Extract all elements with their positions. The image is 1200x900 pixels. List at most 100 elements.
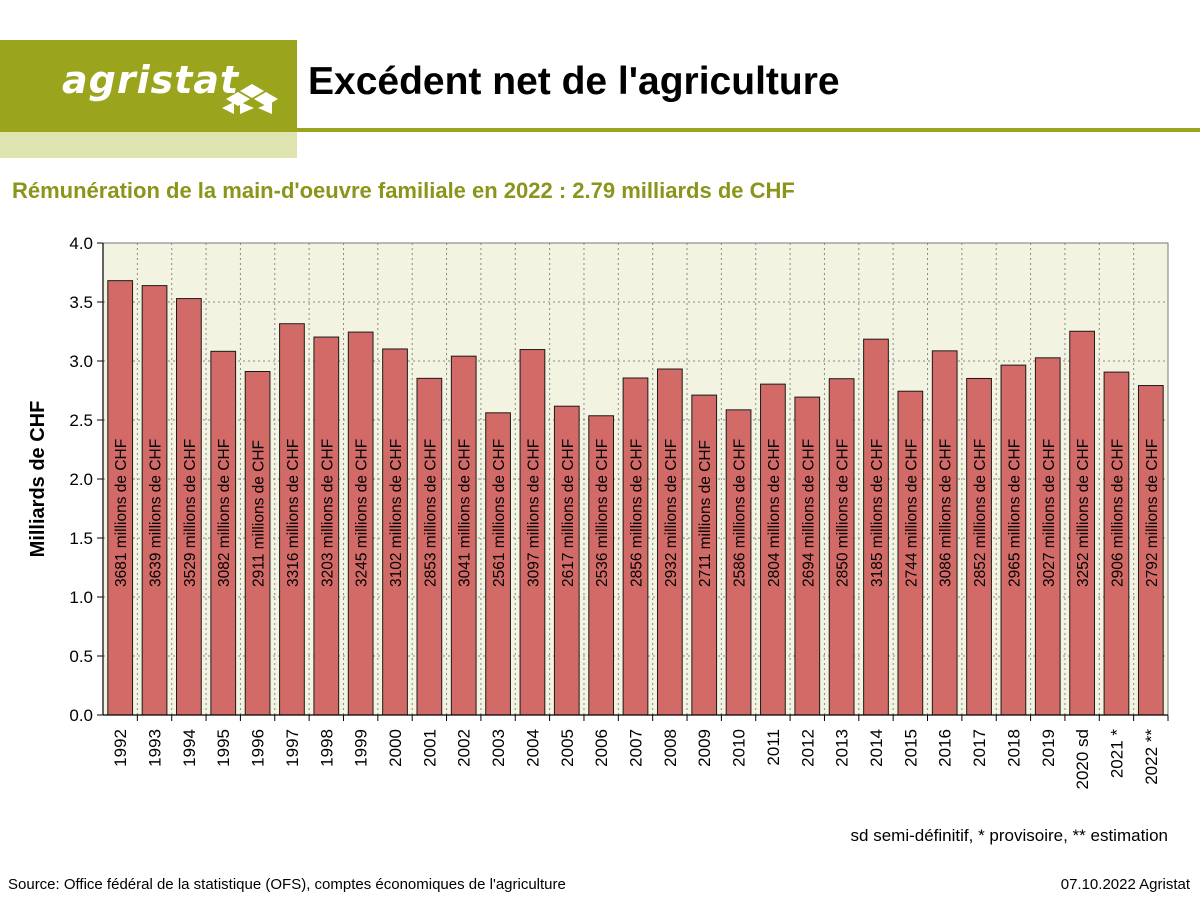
bar-data-label: 2536 millions de CHF (594, 439, 611, 587)
bar (656, 368, 683, 716)
x-tick-label: 1998 (317, 729, 336, 767)
x-tick-label: 2004 (523, 729, 542, 767)
bar (1069, 330, 1095, 716)
bar-data-label: 3681 millions de CHF (113, 439, 130, 587)
publication-date: 07.10.2022 Agristat (1060, 876, 1190, 893)
x-tick-label: 2022 ** (1142, 729, 1161, 785)
bar (622, 377, 649, 716)
title-rule (297, 128, 1200, 132)
x-tick-label: 2015 (901, 729, 920, 767)
agristat-logo: agristat (62, 58, 240, 102)
x-tick-label: 2013 (833, 729, 852, 767)
bar (244, 371, 271, 716)
bar-data-label: 2744 millions de CHF (903, 439, 920, 587)
x-tick-label: 2002 (455, 729, 474, 767)
x-tick-label: 2019 (1039, 729, 1058, 767)
x-tick-label: 2003 (489, 729, 508, 767)
x-tick-label: 2008 (661, 729, 680, 767)
x-tick-label: 2021 * (1107, 729, 1126, 779)
y-tick-label: 1.0 (69, 588, 93, 607)
chart-subtitle: Rémunération de la main-d'oeuvre familia… (12, 178, 795, 203)
y-tick-label: 2.5 (69, 411, 93, 430)
y-tick-label: 3.5 (69, 293, 93, 312)
x-tick-label: 2014 (867, 729, 886, 767)
chart-footnote: sd semi-définitif, * provisoire, ** esti… (850, 826, 1168, 845)
x-tick-label: 2000 (386, 729, 405, 767)
bar (863, 338, 889, 716)
x-tick-label: 2007 (627, 729, 646, 767)
bar-data-label: 3245 millions de CHF (354, 439, 371, 587)
x-tick-label: 2016 (936, 729, 955, 767)
y-tick-label: 1.5 (69, 529, 93, 548)
bar-data-label: 3102 millions de CHF (388, 439, 405, 587)
logo-banner (0, 40, 297, 132)
x-tick-label: 2006 (592, 729, 611, 767)
bar (382, 348, 408, 716)
bar-data-label: 3027 millions de CHF (1041, 439, 1058, 587)
bar-data-label: 3252 millions de CHF (1075, 439, 1092, 587)
bar (279, 323, 305, 716)
x-tick-label: 1996 (249, 729, 268, 767)
x-tick-label: 1994 (180, 729, 199, 767)
bar (588, 415, 615, 716)
bar (416, 377, 443, 716)
bar-data-label: 2852 millions de CHF (972, 439, 989, 587)
bar (1000, 364, 1027, 716)
x-tick-label: 2005 (558, 729, 577, 767)
bar (313, 336, 340, 716)
page-title: Excédent net de l'agriculture (308, 60, 840, 103)
x-tick-label: 1997 (283, 729, 302, 767)
bar-data-label: 3097 millions de CHF (525, 439, 542, 587)
bar (1103, 371, 1130, 716)
bar (107, 280, 134, 716)
bar-data-label: 2617 millions de CHF (560, 439, 577, 587)
bar-data-label: 2804 millions de CHF (766, 439, 783, 587)
bar-data-label: 2853 millions de CHF (422, 439, 439, 587)
bar-data-label: 2792 millions de CHF (1144, 439, 1161, 587)
bar-data-label: 3639 millions de CHF (148, 439, 165, 587)
bar-data-label: 2561 millions de CHF (491, 439, 508, 587)
x-tick-label: 2012 (798, 729, 817, 767)
x-tick-label: 1992 (111, 729, 130, 767)
bar-data-label: 2850 millions de CHF (835, 439, 852, 587)
x-tick-label: 1995 (214, 729, 233, 767)
bar-data-label: 3203 millions de CHF (319, 439, 336, 587)
x-tick-label: 1999 (352, 729, 371, 767)
x-tick-label: 2017 (970, 729, 989, 767)
x-tick-label: 2020 sd (1073, 729, 1092, 790)
bar-data-label: 3082 millions de CHF (216, 439, 233, 587)
logo-banner-shadow (0, 132, 297, 158)
x-tick-label: 1993 (146, 729, 165, 767)
bar-data-label: 2586 millions de CHF (732, 439, 749, 587)
bar (553, 405, 580, 716)
bar-data-label: 2906 millions de CHF (1109, 439, 1126, 587)
bar (141, 285, 168, 716)
x-tick-label: 2009 (695, 729, 714, 767)
agristat-logo-mark-icon (222, 84, 278, 114)
bar (794, 396, 821, 716)
bar-data-label: 2965 millions de CHF (1006, 439, 1023, 587)
bar-data-label: 2856 millions de CHF (629, 439, 646, 587)
y-tick-label: 0.5 (69, 647, 93, 666)
bar (519, 349, 546, 716)
bar (691, 394, 718, 716)
bar-data-label: 3086 millions de CHF (938, 439, 955, 587)
bar-data-label: 2694 millions de CHF (800, 439, 817, 587)
bar (1034, 357, 1061, 716)
bar (347, 331, 374, 716)
bar (760, 383, 786, 716)
bar (1137, 385, 1164, 716)
bar-data-label: 2911 millions de CHF (251, 440, 268, 587)
bar (897, 390, 924, 716)
bar (725, 409, 752, 716)
bar-data-label: 3529 millions de CHF (182, 439, 199, 587)
bar-data-label: 2932 millions de CHF (663, 439, 680, 587)
y-axis-label: Milliards de CHF (27, 401, 49, 558)
bar (966, 377, 992, 716)
bar-chart: 0.0 0.5 1.0 1.5 2.0 2.5 3.0 3.5 4.0 3681 millions… (27, 234, 1169, 790)
bar-data-label: 3185 millions de CHF (869, 439, 886, 587)
bar-data-label: 3041 millions de CHF (457, 439, 474, 587)
bar-data-label: 2711 millions de CHF (697, 440, 714, 587)
y-tick-label: 4.0 (69, 234, 93, 253)
x-tick-label: 2011 (764, 729, 783, 766)
